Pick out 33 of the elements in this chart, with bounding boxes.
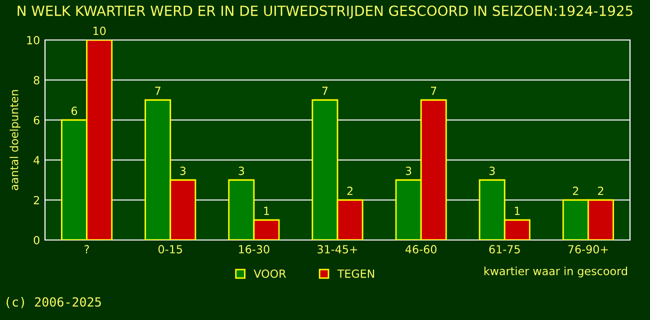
data-label: 3 [489, 166, 495, 176]
y-tick-label: 2 [34, 196, 40, 204]
text: (c) 2006-2025 [6, 297, 101, 308]
data-label: 2 [598, 186, 604, 195]
y-tick-label: 0 [34, 236, 40, 244]
x-tick-label: 16-30 [239, 245, 270, 254]
data-label: 3 [238, 166, 244, 176]
x-axis-title: kwartier waar in gescoord [484, 266, 627, 278]
data-label: 3 [406, 166, 412, 176]
x-tick-label: 31-45+ [318, 245, 358, 254]
x-tick-label: ? [84, 245, 89, 254]
y-tick-label: 10 [27, 36, 40, 44]
y-axis-title: aantal doelpunten [10, 90, 20, 190]
data-label: 3 [180, 166, 186, 176]
legend-label: TEGEN [337, 269, 374, 278]
data-label: 2 [572, 186, 578, 195]
y-tick-label: 8 [34, 76, 40, 84]
data-label: 1 [514, 206, 520, 215]
legend-label: VOOR [254, 269, 286, 278]
x-tick-label: 76-90+ [568, 245, 608, 254]
data-label: 1 [264, 206, 269, 215]
y-tick-label: 6 [34, 116, 40, 124]
data-label: 10 [93, 26, 106, 36]
x-tick-label: 0-15 [158, 245, 182, 254]
data-label: 7 [430, 86, 436, 95]
data-label: 6 [71, 106, 78, 116]
x-tick-label: 61-75 [489, 245, 520, 254]
x-tick-label: 46-60 [405, 245, 436, 254]
chart-title: N WELK KWARTIER WERD ER IN DE UITWEDSTRIJDEN GESCOORD IN SEIZOEN:1924-1925 [18, 6, 632, 19]
data-label: 7 [322, 86, 328, 95]
data-label: 2 [347, 186, 352, 195]
y-tick-label: 4 [34, 156, 40, 164]
data-label: 7 [155, 86, 160, 95]
